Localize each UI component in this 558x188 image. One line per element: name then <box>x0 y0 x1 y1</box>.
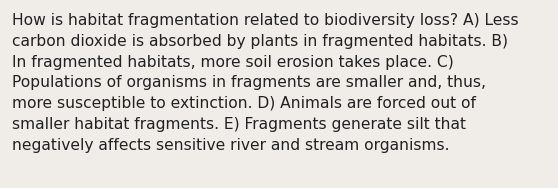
Text: How is habitat fragmentation related to biodiversity loss? A) Less
carbon dioxid: How is habitat fragmentation related to … <box>12 13 519 153</box>
